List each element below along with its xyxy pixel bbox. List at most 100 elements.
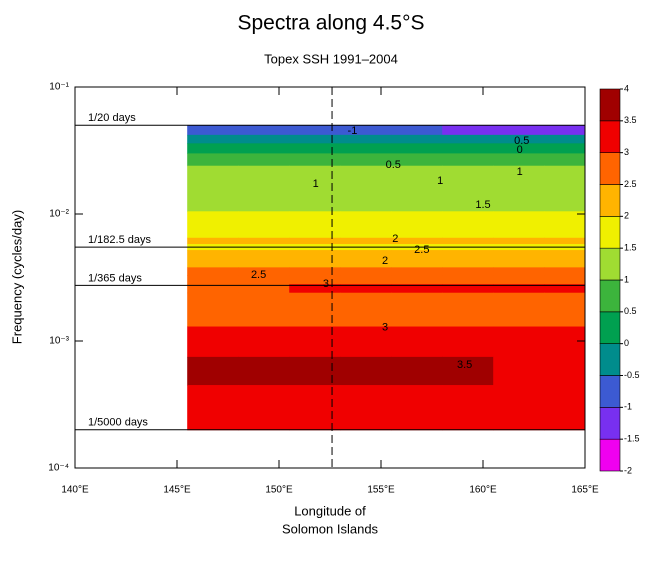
contour-cell [544, 153, 586, 167]
contour-cell [493, 292, 545, 328]
colorbar-swatch [599, 343, 621, 376]
contour-cell [391, 237, 443, 245]
contour-cell [493, 267, 545, 276]
contour-cell [187, 237, 239, 245]
contour-cell [187, 143, 239, 154]
contour-cell [493, 211, 545, 239]
contour-cell [442, 165, 494, 212]
contour-cell [340, 284, 392, 294]
contour-label: 2.5 [414, 244, 429, 256]
colorbar-label: 0 [624, 338, 629, 348]
contour-cell [289, 385, 341, 431]
colorbar-swatch [599, 407, 621, 440]
colorbar-label: 2.5 [624, 179, 637, 189]
contour-cell [238, 165, 290, 212]
contour-label: 1 [437, 175, 443, 187]
colorbar-swatch [599, 247, 621, 281]
x-tick-label: 165°E [571, 485, 599, 496]
contour-cell [289, 275, 341, 285]
contour-cell [187, 134, 239, 144]
contour-cell [289, 356, 341, 386]
contour-cell [391, 125, 443, 136]
contour-cell [493, 284, 545, 294]
contour-cell [238, 292, 290, 328]
contour-cell [289, 134, 341, 144]
contour-cell [391, 211, 443, 239]
contour-cell [391, 385, 443, 431]
contour-cell [493, 143, 545, 154]
contour-cell [442, 284, 494, 294]
contour-cell [391, 143, 443, 154]
contour-cell [544, 267, 586, 276]
contour-label: 3.5 [457, 359, 472, 371]
contour-cell [442, 143, 494, 154]
y-axis-label: Frequency (cycles/day) [9, 210, 24, 344]
contour-label: 1 [313, 178, 319, 190]
contour-cell [544, 134, 586, 144]
contour-cell [442, 275, 494, 285]
contour-label: 3 [382, 322, 388, 334]
contour-cell [340, 134, 392, 144]
contour-cell [442, 237, 494, 245]
x-tick-label: 140°E [61, 485, 89, 496]
chart-title: Spectra along 4.5°S [237, 12, 424, 35]
contour-label: 2 [382, 255, 388, 267]
contour-label: 1.5 [475, 199, 490, 211]
contour-cell [340, 153, 392, 167]
contour-cell [442, 134, 494, 144]
y-tick-label: 10⁻⁴ [48, 463, 69, 474]
contour-cell [493, 326, 545, 358]
contour-cell [340, 385, 392, 431]
contour-cell [493, 165, 545, 212]
y-tick-label: 10⁻¹ [49, 82, 69, 93]
contour-cell [187, 267, 239, 276]
plot-frame [74, 86, 586, 469]
contour-cell [391, 165, 443, 212]
contour-cell [289, 125, 341, 136]
contour-cell [391, 250, 443, 268]
contour-cell [493, 250, 545, 268]
contour-cell [340, 275, 392, 285]
contour-cell [340, 326, 392, 358]
contour-label: 3 [323, 278, 329, 290]
colorbar-label: 3.5 [624, 115, 637, 125]
contour-cell [289, 153, 341, 167]
y-tick-label: 10⁻³ [49, 336, 69, 347]
contour-cell [340, 267, 392, 276]
colorbar-swatch [599, 375, 621, 408]
colorbar-swatch [599, 88, 621, 122]
contour-cell [187, 275, 239, 285]
contour-label: 0 [517, 144, 523, 156]
contour-label: 2.5 [251, 269, 266, 281]
contour-label: -1 [348, 125, 358, 137]
x-tick-label: 155°E [367, 485, 395, 496]
contour-cell [340, 211, 392, 239]
contour-cell [289, 284, 341, 294]
contour-cell [238, 284, 290, 294]
contour-cell [187, 292, 239, 328]
contour-cell [442, 250, 494, 268]
contour-cell [187, 284, 239, 294]
contour-cell [493, 125, 545, 136]
period-label: 1/20 days [88, 112, 136, 124]
colorbar-label: -1 [624, 402, 632, 412]
contour-cell [187, 125, 239, 136]
contour-cell [238, 275, 290, 285]
colorbar-swatch [599, 311, 621, 344]
x-tick-label: 150°E [265, 485, 293, 496]
colorbar-label: -0.5 [624, 370, 640, 380]
colorbar-swatch [599, 438, 621, 472]
contour-cell [442, 211, 494, 239]
contour-cell [289, 250, 341, 268]
contour-cell [544, 385, 586, 431]
contour-cell [340, 292, 392, 328]
colorbar-swatch [599, 279, 621, 313]
contour-cell [187, 153, 239, 167]
y-tick-label: 10⁻² [49, 209, 69, 220]
contour-cell [187, 165, 239, 212]
contour-cell [442, 326, 494, 358]
contour-label: 0.5 [514, 135, 529, 147]
colorbar-label: -1.5 [624, 434, 640, 444]
period-label: 1/365 days [88, 272, 142, 284]
